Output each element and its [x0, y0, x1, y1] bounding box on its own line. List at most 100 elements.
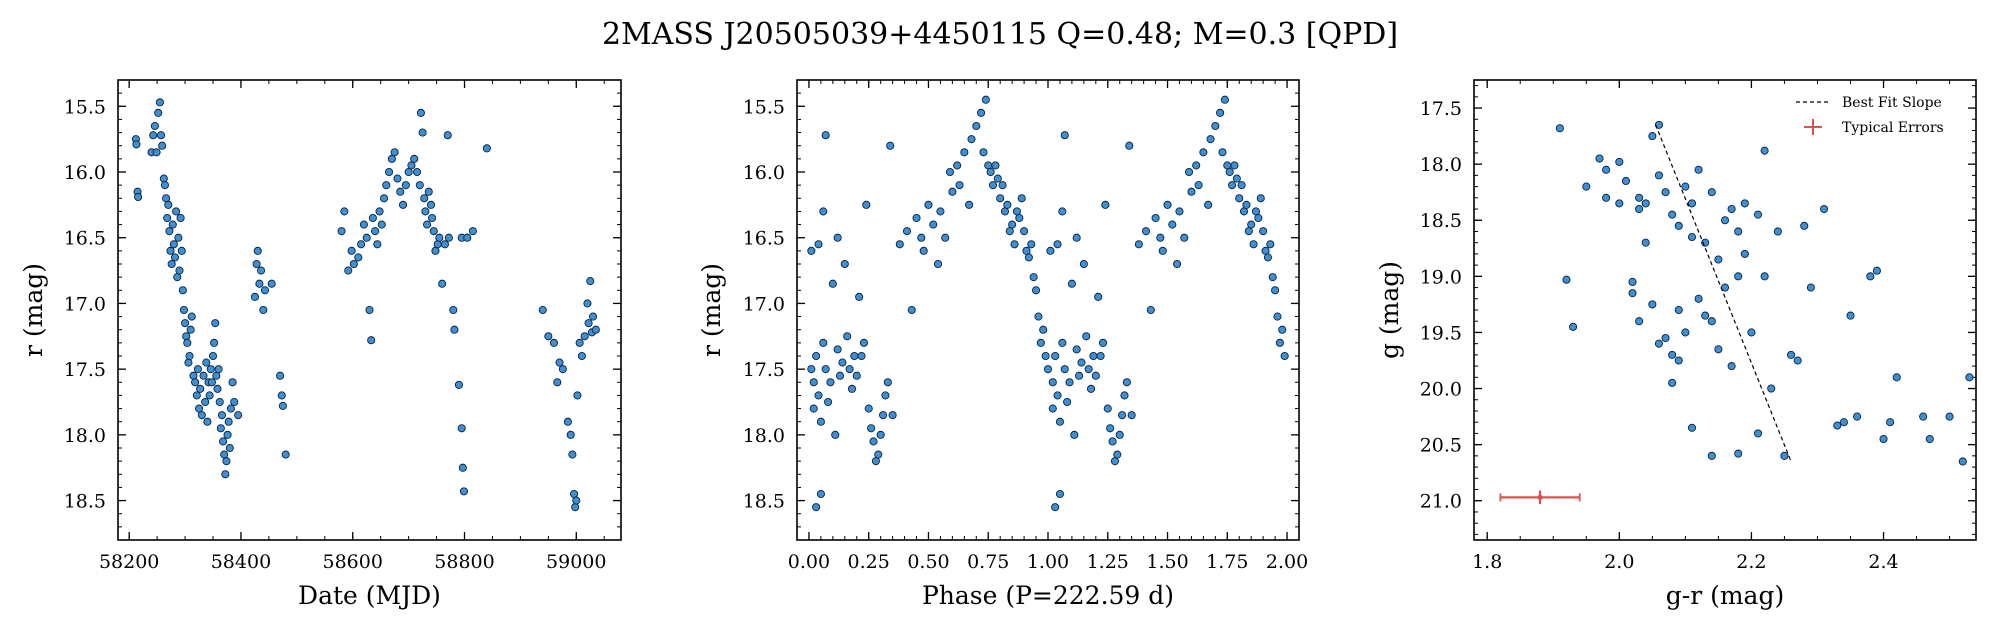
data-point: [912, 213, 921, 223]
data-point: [349, 259, 358, 269]
data-point: [1615, 199, 1624, 208]
data-point: [1094, 292, 1103, 301]
data-point: [1701, 311, 1710, 320]
data-point: [230, 397, 239, 407]
x-tick-label: 58400: [211, 551, 271, 573]
typical-error-bar: [1499, 490, 1581, 505]
data-point: [1063, 397, 1072, 407]
y-tick-label: 19.0: [1420, 266, 1462, 288]
data-point: [850, 351, 859, 361]
data-point: [1833, 421, 1842, 430]
data-point: [1846, 311, 1855, 320]
data-point: [936, 207, 945, 216]
data-point: [544, 332, 553, 341]
data-point: [189, 371, 198, 380]
data-point: [1273, 312, 1282, 321]
data-point: [396, 187, 405, 196]
data-point: [1086, 384, 1096, 393]
data-point: [440, 240, 450, 249]
data-point: [1008, 220, 1017, 229]
data-point: [1168, 220, 1177, 229]
data-point: [431, 246, 440, 255]
data-point: [1058, 207, 1067, 216]
data-point: [1747, 328, 1756, 337]
data-point: [167, 259, 176, 269]
data-point: [1125, 141, 1134, 150]
data-point: [1714, 345, 1723, 354]
y-tick-label: 15.5: [743, 96, 785, 118]
y-tick-label: 20.5: [1420, 435, 1462, 457]
data-point: [449, 305, 458, 315]
data-point: [1082, 332, 1091, 341]
data-point: [1668, 378, 1677, 387]
data-point: [224, 417, 233, 426]
data-point: [205, 391, 214, 400]
data-point: [234, 411, 243, 420]
data-point: [1194, 181, 1203, 190]
data-point: [1134, 240, 1143, 249]
data-point: [212, 371, 221, 380]
data-point: [1065, 378, 1074, 387]
data-point: [404, 167, 413, 177]
data-point: [1003, 200, 1012, 209]
data-point: [407, 161, 416, 170]
data-point: [1635, 317, 1644, 326]
x-axis-label-3: g-r (mag): [1666, 581, 1784, 610]
data-point: [181, 319, 190, 328]
x-tick-label: 2.2: [1736, 551, 1766, 573]
data-point: [570, 489, 579, 499]
plot-frame-3: [1473, 79, 1977, 541]
data-point: [1555, 124, 1564, 133]
data-point: [555, 358, 564, 367]
data-point: [955, 181, 964, 190]
data-point: [1919, 412, 1928, 421]
data-point: [377, 220, 386, 229]
data-point: [807, 246, 816, 255]
data-point: [1204, 200, 1213, 209]
y-tick-label: 15.5: [64, 96, 106, 118]
data-point: [482, 144, 491, 153]
data-point: [225, 443, 234, 453]
data-point: [450, 325, 459, 334]
data-point: [459, 487, 469, 496]
y-tick-label: 18.0: [1420, 154, 1462, 176]
data-point: [929, 220, 938, 229]
data-point: [840, 259, 849, 269]
data-point: [165, 227, 174, 236]
data-point: [967, 135, 976, 144]
x-tick-label: 58800: [434, 551, 494, 573]
data-point: [1120, 391, 1129, 400]
data-point: [1635, 193, 1644, 202]
data-point: [281, 450, 290, 459]
data-point: [1072, 345, 1081, 354]
axes-ticks-1: 58200 58400 58600 58800 59000 15.5 16.0 16.5 17.…: [64, 79, 621, 573]
data-point: [1067, 279, 1076, 288]
data-point: [1641, 199, 1650, 208]
data-point: [1199, 148, 1208, 157]
data-point: [941, 233, 950, 242]
data-point: [960, 148, 969, 157]
phase-points: [807, 95, 1289, 512]
light-curve-panel: 58200 58400 58600 58800 59000 15.5 16.0 16.5 17.…: [19, 79, 622, 610]
y-tick-label: 17.5: [743, 359, 785, 381]
data-point: [1180, 233, 1189, 242]
data-point: [154, 108, 163, 117]
data-point: [1595, 154, 1604, 163]
data-point: [454, 380, 463, 389]
data-point: [156, 131, 166, 140]
data-point: [1053, 240, 1062, 249]
data-point: [206, 365, 215, 374]
y-tick-label: 16.0: [64, 162, 106, 184]
x-tick-label: 2.4: [1868, 551, 1898, 573]
data-point: [222, 457, 231, 466]
data-point: [418, 128, 427, 137]
data-point: [1034, 312, 1043, 321]
data-point: [1806, 283, 1815, 292]
data-point: [816, 489, 825, 499]
data-point: [998, 181, 1007, 190]
data-point: [162, 194, 171, 203]
data-point: [1218, 148, 1227, 157]
data-point: [1635, 204, 1644, 214]
data-point: [1602, 193, 1611, 202]
